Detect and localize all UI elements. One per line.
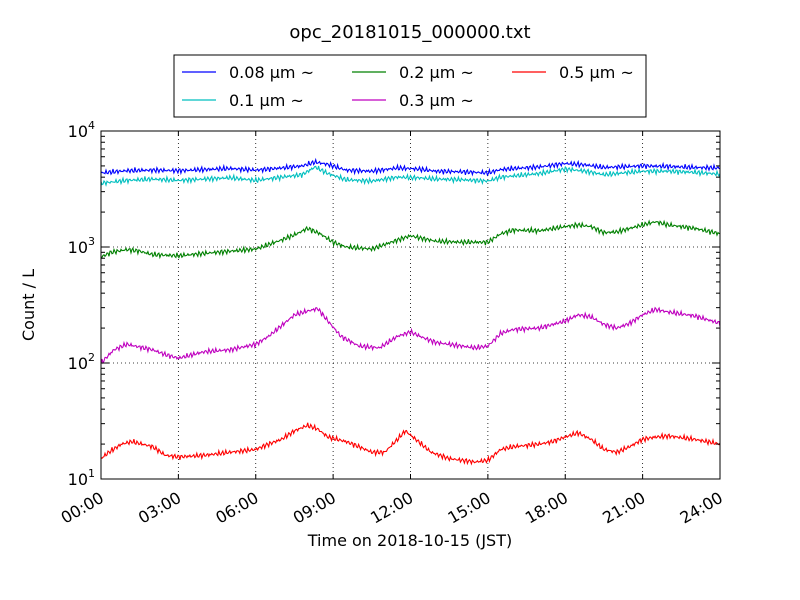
y-tick-label: 103 — [68, 235, 95, 257]
x-tick-label: 03:00 — [135, 488, 184, 528]
x-tick-label: 15:00 — [444, 488, 493, 528]
y-tick-label: 102 — [68, 351, 95, 373]
y-axis-label: Count / L — [19, 269, 38, 341]
series-line-1 — [100, 157, 721, 177]
series-lines — [100, 157, 721, 466]
series-line-2 — [100, 165, 721, 187]
series-line-4 — [100, 306, 721, 365]
x-axis-label: Time on 2018-10-15 (JST) — [307, 531, 512, 550]
x-tick-label: 00:00 — [58, 488, 107, 528]
x-tick-label: 06:00 — [212, 488, 261, 528]
grid — [101, 131, 720, 479]
ticks — [100, 130, 721, 480]
legend-box — [173, 54, 647, 118]
y-tick-label: 101 — [68, 467, 95, 489]
legend: 0.08 μm ~ 0.1 μm ~ 0.2 μm ~ 0.3 μm ~ 0.5 μm … — [173, 54, 647, 118]
legend-entries: 0.08 μm ~ 0.1 μm ~ 0.2 μm ~ 0.3 μm ~ 0.5 μm … — [182, 63, 634, 110]
x-tick-labels: 00:00 03:00 06:00 09:00 12:00 15:00 18:00 21:00… — [58, 488, 726, 528]
legend-label: 0.3 μm ~ — [399, 91, 474, 110]
legend-label: 0.2 μm ~ — [399, 63, 474, 82]
x-tick-label: 24:00 — [677, 488, 726, 528]
series-line-5 — [100, 422, 721, 466]
x-tick-label: 18:00 — [522, 488, 571, 528]
chart-title: opc_20181015_000000.txt — [289, 22, 530, 43]
legend-label: 0.5 μm ~ — [559, 63, 634, 82]
x-tick-label: 12:00 — [367, 488, 416, 528]
x-tick-label: 09:00 — [290, 488, 339, 528]
legend-label: 0.08 μm ~ — [229, 63, 314, 82]
y-tick-label: 104 — [68, 119, 95, 141]
legend-label: 0.1 μm ~ — [229, 91, 304, 110]
series-line-3 — [100, 219, 721, 260]
x-tick-label: 21:00 — [599, 488, 648, 528]
y-tick-labels: 101 102 103 104 — [68, 119, 95, 489]
